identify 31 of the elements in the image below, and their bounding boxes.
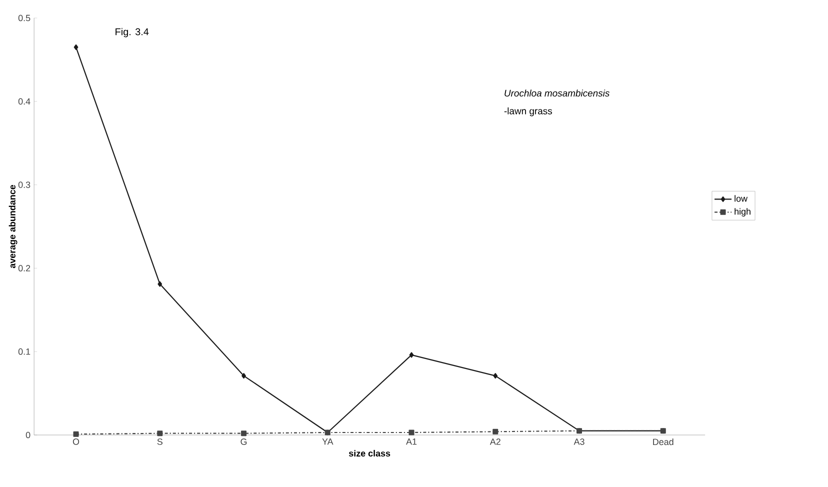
annotation: Urochloa mosambicensis [504,90,610,97]
point [73,431,79,437]
annotation: -lawn grass [504,107,552,116]
legend-label: high [734,208,750,216]
point [242,373,246,379]
point [408,430,414,436]
legend-label: low [734,195,748,202]
point [492,428,498,434]
y-tick-label: 0.5 [18,14,30,22]
point [241,430,247,436]
x-tick-label: Dead [653,438,674,446]
point [493,373,498,379]
y-tick-label: 0.3 [18,182,30,188]
y-tick-label: 0.4 [18,98,30,105]
x-tick-label: A3 [574,438,584,445]
y-axis-title: average abundance [8,184,18,268]
x-tick-label: G [240,438,247,445]
x-axis-title: size class [348,450,390,457]
point [158,281,162,287]
x-tick-label: S [157,438,162,445]
y-tick-label: 0.1 [18,348,30,355]
x-tick-label: O [72,438,80,445]
x-tick-label: A1 [406,438,417,445]
annotation: Fig. 3.4 [116,28,149,38]
point [409,352,414,358]
y-tick-label: 0 [26,432,30,438]
point [74,44,78,50]
point [157,430,163,436]
x-tick-label: A2 [490,438,500,445]
y-tick-label: 0.2 [18,265,30,272]
x-tick-label: YA [322,438,334,445]
